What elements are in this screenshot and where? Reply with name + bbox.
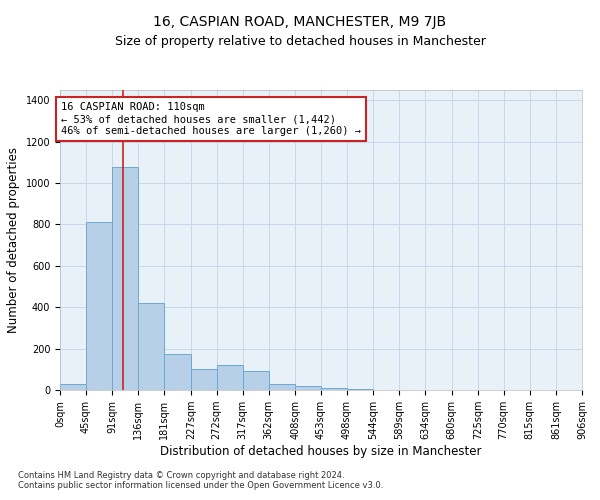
Bar [86, 222, 112, 390]
Text: 16 CASPIAN ROAD: 110sqm
← 53% of detached houses are smaller (1,442)
46% of semi: 16 CASPIAN ROAD: 110sqm ← 53% of detache… [61, 102, 361, 136]
Text: Size of property relative to detached houses in Manchester: Size of property relative to detached ho… [115, 35, 485, 48]
Bar [112, 166, 139, 390]
Text: 16, CASPIAN ROAD, MANCHESTER, M9 7JB: 16, CASPIAN ROAD, MANCHESTER, M9 7JB [154, 15, 446, 29]
Bar [347, 389, 373, 390]
Text: Contains HM Land Registry data © Crown copyright and database right 2024.
Contai: Contains HM Land Registry data © Crown c… [18, 470, 383, 490]
Bar [164, 354, 191, 390]
Bar [269, 384, 295, 390]
Bar [242, 372, 269, 390]
Bar [321, 388, 347, 390]
Bar [191, 370, 217, 390]
X-axis label: Distribution of detached houses by size in Manchester: Distribution of detached houses by size … [160, 445, 482, 458]
Bar [139, 303, 164, 390]
Bar [295, 386, 321, 390]
Bar [60, 384, 86, 390]
Bar [217, 365, 242, 390]
Y-axis label: Number of detached properties: Number of detached properties [7, 147, 20, 333]
